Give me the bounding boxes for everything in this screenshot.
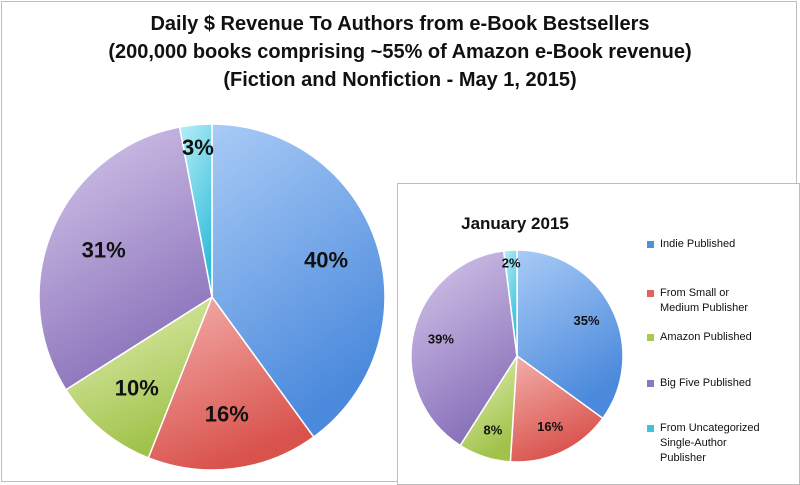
main-pie: 40% 16% 10% 31% 3% — [38, 123, 386, 471]
inset-chart-title: January 2015 — [461, 214, 569, 233]
legend-swatch-small-medium — [647, 290, 654, 297]
legend-label-uncategorized: From Uncategorized Single-Author Publish… — [660, 422, 760, 464]
legend-item-small-medium: From Small or Medium Publisher — [647, 286, 800, 316]
main-label-amazon: 10% — [115, 375, 159, 400]
main-slice-uncategorized — [178, 123, 213, 298]
inset-label-uncategorized: 2% — [502, 256, 521, 271]
chart-subtitle-line-2: (Fiction and Nonfiction - May 1, 2015) — [223, 69, 577, 91]
legend-swatch-indie — [647, 241, 654, 248]
legend-item-amazon: Amazon Published — [647, 330, 800, 345]
legend-item-uncategorized: From Uncategorized Single-Author Publish… — [647, 421, 800, 466]
legend-label-big-five: Big Five Published — [660, 377, 752, 389]
inset-label-big-five: 39% — [428, 332, 454, 347]
legend-label-amazon: Amazon Published — [660, 331, 752, 343]
main-label-big-five: 31% — [82, 238, 126, 263]
main-label-indie: 40% — [304, 247, 348, 272]
inset-label-indie: 35% — [573, 313, 599, 328]
main-slice-indie — [211, 123, 386, 439]
main-slice-amazon — [64, 295, 214, 459]
inset-slice-uncategorized — [502, 249, 518, 357]
legend-swatch-amazon — [647, 334, 654, 341]
inset-slice-small-medium — [509, 354, 604, 463]
main-label-small-medium: 16% — [205, 402, 249, 427]
main-slice-small-medium — [147, 295, 315, 471]
legend-swatch-uncategorized — [647, 425, 654, 432]
legend-swatch-big-five — [647, 380, 654, 387]
legend-label-small-medium: From Small or Medium Publisher — [660, 287, 749, 314]
chart-title: Daily $ Revenue To Authors from e-Book B… — [150, 13, 650, 35]
inset-label-small-medium: 16% — [537, 419, 563, 434]
legend-label-indie: Indie Published — [660, 238, 736, 250]
legend-item-indie: Indie Published — [647, 237, 800, 252]
inset-label-amazon: 8% — [484, 423, 503, 438]
legend-item-big-five: Big Five Published — [647, 376, 800, 391]
chart-subtitle-line-1: (200,000 books comprising ~55% of Amazon… — [108, 41, 692, 63]
inset-slice-indie — [516, 249, 624, 420]
inset-slice-big-five — [410, 250, 518, 447]
main-label-uncategorized: 3% — [182, 135, 214, 160]
inset-pie: 35% 16% 8% 39% 2% — [410, 249, 624, 463]
chart-title-block: Daily $ Revenue To Authors from e-Book B… — [0, 10, 800, 94]
main-slice-big-five — [38, 126, 213, 391]
